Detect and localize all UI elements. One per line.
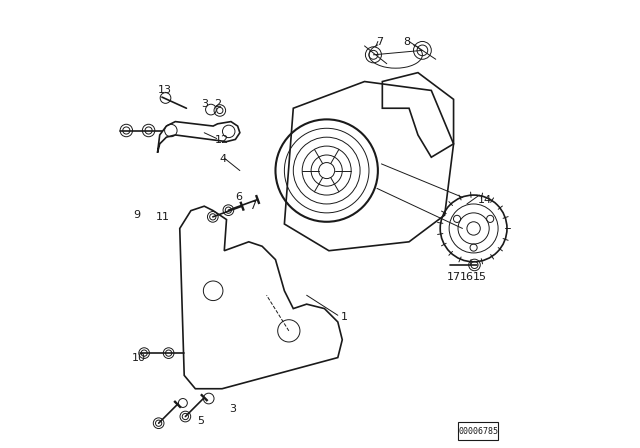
Text: 3: 3 [201,99,208,109]
Text: 12: 12 [215,135,229,145]
Text: 13: 13 [158,86,172,95]
Text: 2: 2 [214,99,221,109]
Text: 7: 7 [376,37,383,47]
Text: 00006785: 00006785 [458,426,498,435]
Text: 4: 4 [220,155,227,164]
Text: 16: 16 [460,272,474,282]
Text: 8: 8 [403,37,410,47]
Text: 10: 10 [131,353,145,362]
Text: 3: 3 [230,404,237,414]
Text: 11: 11 [156,212,170,222]
Text: 17: 17 [447,272,461,282]
Text: 1: 1 [341,313,348,323]
Text: 14: 14 [477,194,492,205]
Text: 5: 5 [198,416,205,426]
FancyBboxPatch shape [458,422,498,440]
Text: 7: 7 [249,201,256,211]
Text: 15: 15 [472,272,486,282]
Text: 9: 9 [133,210,140,220]
Text: 6: 6 [236,192,243,202]
